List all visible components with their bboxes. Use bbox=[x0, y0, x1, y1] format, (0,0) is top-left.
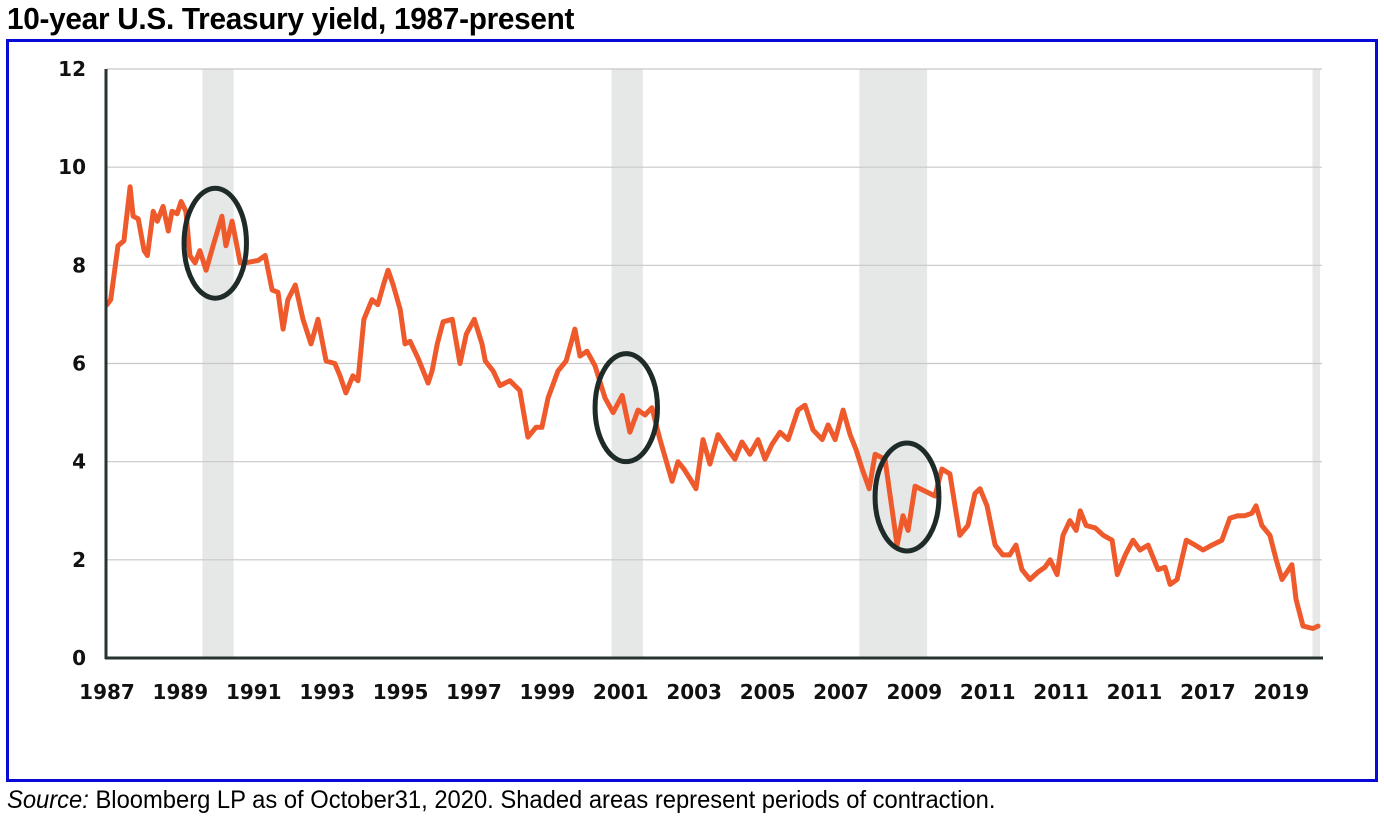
source-label: Source: bbox=[7, 786, 89, 814]
annotation-circle bbox=[872, 440, 942, 554]
x-axis-ticks: 1987 1989 1991 1993 1995 1997 1999 2001 2003 2005… bbox=[79, 680, 1309, 704]
x-tick-label: 1993 bbox=[299, 680, 355, 704]
yield-series bbox=[104, 184, 1321, 631]
source-text: Bloomberg LP as of October31, 2020. Shad… bbox=[88, 786, 996, 814]
y-tick-label: 0 bbox=[72, 646, 86, 670]
y-tick-label: 10 bbox=[58, 155, 86, 179]
x-tick-label: 1987 bbox=[79, 680, 135, 704]
y-tick-label: 2 bbox=[72, 548, 86, 572]
x-tick-label: 2017 bbox=[1180, 680, 1236, 704]
x-tick-label: 2011 bbox=[960, 680, 1016, 704]
x-tick-label: 1991 bbox=[226, 680, 282, 704]
annotation-circle bbox=[592, 351, 660, 465]
x-tick-label: 1999 bbox=[520, 680, 576, 704]
x-tick-label: 1995 bbox=[373, 680, 429, 704]
x-tick-label: 2011 bbox=[1033, 680, 1089, 704]
axes bbox=[104, 69, 1323, 660]
annotations bbox=[181, 185, 942, 554]
x-tick-label: 2005 bbox=[740, 680, 796, 704]
series-line bbox=[104, 184, 1321, 631]
y-tick-label: 6 bbox=[72, 352, 86, 376]
y-axis-ticks: 0 2 4 6 8 10 12 bbox=[58, 57, 86, 670]
x-tick-label: 2007 bbox=[813, 680, 869, 704]
y-tick-label: 12 bbox=[58, 57, 86, 81]
x-tick-label: 2019 bbox=[1253, 680, 1309, 704]
x-tick-label: 2003 bbox=[666, 680, 722, 704]
x-tick-label: 2009 bbox=[886, 680, 942, 704]
y-tick-label: 4 bbox=[72, 450, 86, 474]
annotation-circle bbox=[181, 185, 249, 301]
x-tick-label: 1997 bbox=[446, 680, 502, 704]
chart-frame bbox=[6, 39, 1378, 782]
gridlines bbox=[107, 68, 1322, 561]
source-note: Source: Bloomberg LP as of October31, 20… bbox=[7, 784, 995, 816]
x-tick-label: 2011 bbox=[1107, 680, 1163, 704]
y-tick-label: 8 bbox=[72, 253, 86, 277]
chart-title: 10-year U.S. Treasury yield, 1987-presen… bbox=[7, 1, 575, 36]
x-tick-label: 1989 bbox=[153, 680, 209, 704]
x-tick-label: 2001 bbox=[593, 680, 649, 704]
